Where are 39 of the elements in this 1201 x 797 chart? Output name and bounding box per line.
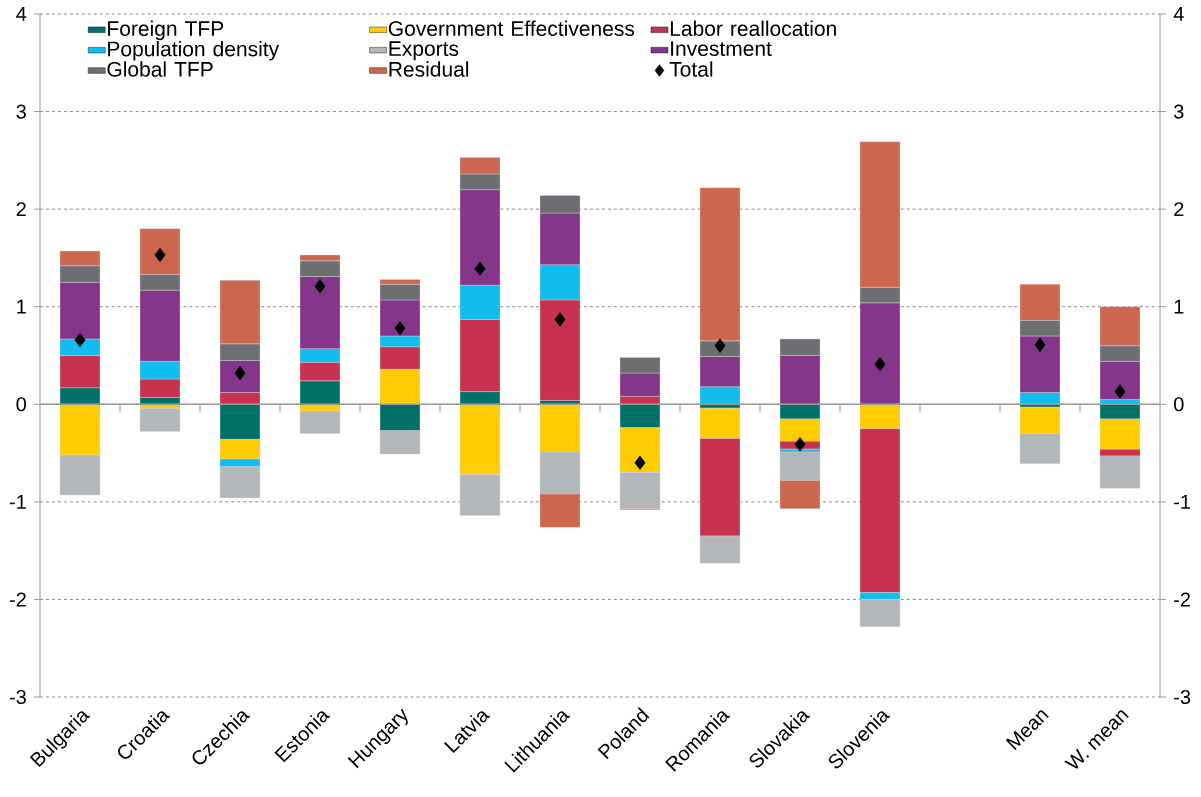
y-tick-label: -1 — [9, 494, 26, 509]
point — [474, 261, 486, 276]
point — [74, 332, 86, 348]
y-tick-label: 3 — [16, 104, 26, 119]
point — [554, 312, 566, 327]
point — [714, 338, 726, 353]
y2-tick-label: 2 — [1174, 202, 1184, 217]
legend-label: Foreign TFP — [108, 20, 224, 41]
point — [234, 365, 246, 381]
legend-label: Global TFP — [107, 61, 213, 77]
y2-tick-label: -1 — [1174, 494, 1191, 509]
point — [1114, 384, 1126, 399]
y-tick-label: 2 — [16, 202, 26, 217]
y-tick-label: 0 — [16, 397, 27, 412]
y-tick-label: -3 — [9, 689, 26, 705]
y2-tick-label: 4 — [1173, 7, 1184, 21]
legend-label: Population density — [108, 40, 280, 61]
legend-label: Labor reallocation — [670, 20, 836, 37]
legend-label: Exports — [389, 41, 459, 61]
y2-tick-label: 0 — [1174, 397, 1184, 412]
point — [634, 455, 646, 471]
y-tick-label: -2 — [9, 592, 26, 607]
bar — [139, 407, 181, 432]
legend-label: Residual — [389, 61, 469, 77]
y-tick-label: 1 — [17, 299, 26, 314]
point — [794, 437, 806, 452]
legend-label: Total — [669, 61, 713, 77]
legend-label: Investment — [671, 41, 772, 57]
point — [154, 247, 166, 263]
y2-tick-label: -3 — [1174, 689, 1191, 705]
point — [394, 320, 406, 336]
y2-tick-label: -2 — [1174, 592, 1190, 607]
y2-tick-label: 3 — [1173, 104, 1184, 119]
point — [874, 357, 886, 372]
point — [1034, 337, 1046, 352]
y2-tick-label: 1 — [1174, 299, 1184, 314]
point — [314, 279, 326, 294]
y-tick-label: 4 — [16, 7, 27, 21]
legend-label: Government Effectiveness — [388, 20, 635, 37]
